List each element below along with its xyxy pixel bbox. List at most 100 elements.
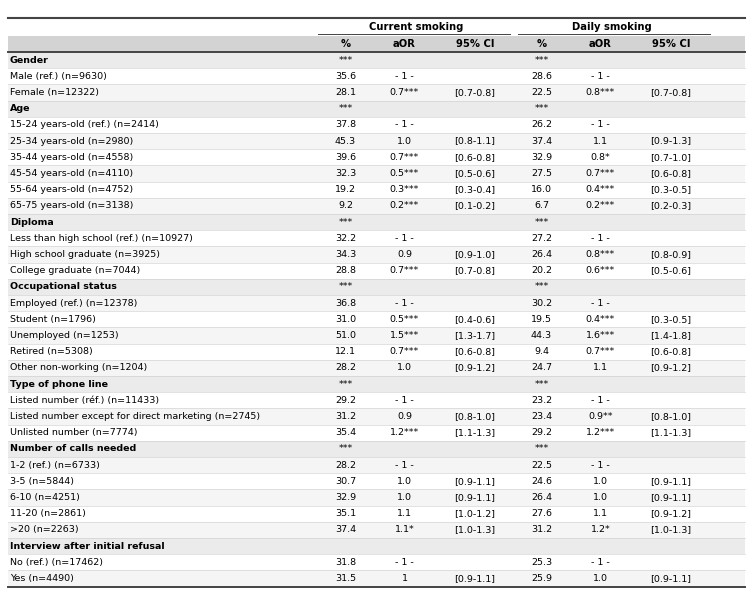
Text: 6-10 (n=4251): 6-10 (n=4251) [10,493,80,502]
Text: 1.2***: 1.2*** [586,428,615,437]
Text: [0.1-0.2]: [0.1-0.2] [455,201,495,210]
Text: [1.0-1.3]: [1.0-1.3] [651,525,691,534]
Text: 1.0: 1.0 [397,493,412,502]
Text: 37.8: 37.8 [335,121,356,130]
Text: 31.2: 31.2 [531,525,552,534]
Text: [0.6-0.8]: [0.6-0.8] [651,347,691,356]
Text: [0.2-0.3]: [0.2-0.3] [651,201,691,210]
Text: [0.9-1.1]: [0.9-1.1] [651,477,691,486]
Text: 25-34 years-old (n=2980): 25-34 years-old (n=2980) [10,136,133,145]
Text: [0.8-1.0]: [0.8-1.0] [651,412,691,421]
Text: 26.2: 26.2 [531,121,552,130]
Text: 1.0: 1.0 [397,364,412,373]
Text: [0.8-1.1]: [0.8-1.1] [455,136,495,145]
Text: Employed (ref.) (n=12378): Employed (ref.) (n=12378) [10,299,137,308]
Text: Male (ref.) (n=9630): Male (ref.) (n=9630) [10,72,107,81]
Text: 24.6: 24.6 [531,477,552,486]
Text: [0.3-0.5]: [0.3-0.5] [651,185,691,194]
Text: ***: *** [338,218,352,227]
Text: 0.7***: 0.7*** [586,169,615,178]
Text: 65-75 years-old (n=3138): 65-75 years-old (n=3138) [10,201,133,210]
Text: >20 (n=2263): >20 (n=2263) [10,525,78,534]
Text: 1.2***: 1.2*** [390,428,419,437]
Text: 44.3: 44.3 [531,331,552,340]
Bar [8,182,745,198]
Text: Unlisted number (n=7774): Unlisted number (n=7774) [10,428,138,437]
Bar [8,101,745,117]
Text: 0.7***: 0.7*** [390,153,419,162]
Bar [8,408,745,425]
Text: 31.8: 31.8 [335,558,356,567]
Text: ***: *** [535,56,549,65]
Text: [0.3-0.4]: [0.3-0.4] [455,185,495,194]
Text: - 1 -: - 1 - [395,121,414,130]
Text: 0.7***: 0.7*** [390,347,419,356]
Text: [0.7-0.8]: [0.7-0.8] [651,88,691,97]
Text: 35.6: 35.6 [335,72,356,81]
Text: 1.0: 1.0 [593,477,608,486]
Text: 37.4: 37.4 [335,525,356,534]
Text: Yes (n=4490): Yes (n=4490) [10,574,74,583]
Text: [0.8-1.0]: [0.8-1.0] [455,412,495,421]
Text: Other non-working (n=1204): Other non-working (n=1204) [10,364,148,373]
Text: 36.8: 36.8 [335,299,356,308]
Text: 1.5***: 1.5*** [390,331,419,340]
Text: - 1 -: - 1 - [395,396,414,405]
Bar [8,490,745,505]
Text: [0.9-1.2]: [0.9-1.2] [455,364,495,373]
Text: [0.5-0.6]: [0.5-0.6] [651,266,691,275]
Text: %: % [340,39,351,49]
Text: ***: *** [338,379,352,388]
Bar [8,117,745,133]
Bar [8,392,745,408]
Bar [8,538,745,554]
Text: 0.9**: 0.9** [588,412,613,421]
Text: 1.1: 1.1 [593,364,608,373]
Bar [8,165,745,182]
Text: Type of phone line: Type of phone line [10,379,108,388]
Text: 9.4: 9.4 [534,347,549,356]
Text: 26.4: 26.4 [531,250,552,259]
Bar [8,327,745,344]
Text: 30.7: 30.7 [335,477,356,486]
Text: ***: *** [535,444,549,453]
Text: 0.8***: 0.8*** [586,88,615,97]
Text: - 1 -: - 1 - [395,299,414,308]
Text: 0.8***: 0.8*** [586,250,615,259]
Bar [8,473,745,490]
Text: 31.5: 31.5 [335,574,356,583]
Bar [8,505,745,522]
Text: [0.9-1.1]: [0.9-1.1] [651,493,691,502]
Text: 24.7: 24.7 [531,364,552,373]
Text: 28.2: 28.2 [335,364,356,373]
Text: aOR: aOR [589,39,612,49]
Text: 28.2: 28.2 [335,461,356,470]
Text: 0.9: 0.9 [397,250,412,259]
Text: Listed number (réf.) (n=11433): Listed number (réf.) (n=11433) [10,396,159,405]
Text: 34.3: 34.3 [335,250,356,259]
Text: 1.1: 1.1 [593,136,608,145]
Text: 22.5: 22.5 [531,88,552,97]
Text: ***: *** [338,444,352,453]
Text: 1.1: 1.1 [397,509,412,518]
Text: 1.2*: 1.2* [590,525,611,534]
Bar [8,376,745,392]
Text: 1.0: 1.0 [593,493,608,502]
Text: [0.9-1.2]: [0.9-1.2] [651,364,691,373]
Text: 29.2: 29.2 [335,396,356,405]
Text: 0.6***: 0.6*** [586,266,615,275]
Text: 9.2: 9.2 [338,201,353,210]
Text: Student (n=1796): Student (n=1796) [10,315,96,324]
Text: 1.1*: 1.1* [395,525,414,534]
Text: 1.1: 1.1 [593,509,608,518]
Text: [0.4-0.6]: [0.4-0.6] [455,315,495,324]
Text: ***: *** [338,104,352,113]
Text: 32.9: 32.9 [335,493,356,502]
Text: 0.3***: 0.3*** [390,185,419,194]
Text: 12.1: 12.1 [335,347,356,356]
Text: Interview after initial refusal: Interview after initial refusal [10,542,165,551]
Text: 26.4: 26.4 [531,493,552,502]
Bar [8,68,745,84]
Text: 45.3: 45.3 [335,136,356,145]
Text: 0.4***: 0.4*** [586,185,615,194]
